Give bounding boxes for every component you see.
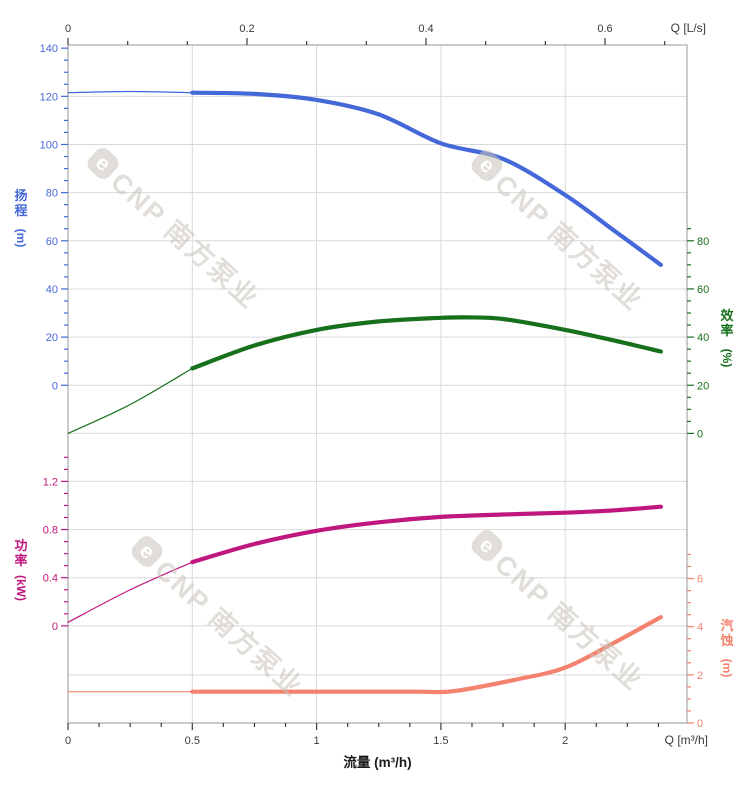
tick-label: 0 [65,23,71,35]
tick-label: 140 [40,43,58,55]
power-axis-unit: (kW) [14,574,28,601]
power-axis: 0 0.4 0.8 1.2 [43,456,68,633]
efficiency-curve [67,315,663,434]
npsh-curve-rated-range [190,615,663,695]
power-curve [67,504,663,623]
tick-label: 0 [65,735,71,747]
tick-label: 1.2 [43,476,58,488]
tick-label: 4 [697,622,703,634]
npsh-curve [67,615,663,695]
tick-label: 80 [697,236,709,248]
tick-label: 0 [52,621,58,633]
tick-label: 0.8 [43,525,58,537]
tick-label: 6 [697,574,703,586]
head-curve [67,90,663,267]
power-curve-rated-range [190,504,663,565]
tick-label: 0 [697,428,703,440]
efficiency-axis-title-text: 效率 [720,308,734,339]
tick-label: 1 [314,735,320,747]
x-axis-title: 流量 (m³/h) [343,754,411,770]
head-axis-unit: (m) [14,228,28,247]
head-axis-title-text: 扬程 [14,188,28,219]
tick-label: 0.4 [43,573,58,585]
tick-label: Q [L/s] [671,21,706,35]
tick-label: 0.6 [597,23,612,35]
power-axis-title: 功率 (kW) [8,538,34,601]
top-axis: 0 0.2 0.4 0.6 Q [L/s] [65,21,706,45]
bottom-axis: 0 0.5 1 1.5 2 Q [m³/h] 流量 (m³/h) [65,723,708,770]
tick-label: 40 [46,284,58,296]
efficiency-curve-below-rated [67,367,193,434]
head-axis: 0 20 40 60 80 100 120 140 [40,43,68,392]
tick-label: 20 [697,380,709,392]
npsh-axis: 0 2 4 6 [687,553,703,730]
npsh-axis-title: 汽蚀 (m) [714,618,740,677]
tick-label: 100 [40,139,58,151]
tick-label: 0.2 [239,23,254,35]
head-curve-below-rated [67,90,193,94]
tick-label: 80 [46,188,58,200]
tick-label: 2 [562,735,568,747]
tick-label: 60 [46,236,58,248]
efficiency-curve-rated-range [190,315,663,371]
tick-label: 40 [697,332,709,344]
tick-label: 2 [697,670,703,682]
tick-label: Q [m³/h] [665,733,708,747]
power-curve-below-rated [67,561,193,623]
tick-label: 1.5 [433,735,448,747]
efficiency-axis-title: 效率 (%) [714,308,740,367]
npsh-axis-title-text: 汽蚀 [720,618,734,649]
tick-label: 0.4 [418,23,433,35]
gridlines [68,45,687,723]
tick-label: 60 [697,284,709,296]
tick-label: 0 [697,718,703,730]
plot-frame [67,44,688,724]
tick-label: 0 [52,380,58,392]
tick-label: 0.5 [185,735,200,747]
npsh-axis-unit: (m) [720,658,734,677]
power-axis-title-text: 功率 [14,538,28,569]
tick-label: 20 [46,332,58,344]
eff-axis: 0 20 40 60 80 [687,228,709,440]
head-axis-title: 扬程 (m) [8,188,34,247]
head-curve-rated-range [190,90,663,267]
tick-label: 120 [40,91,58,103]
efficiency-axis-unit: (%) [720,348,734,367]
